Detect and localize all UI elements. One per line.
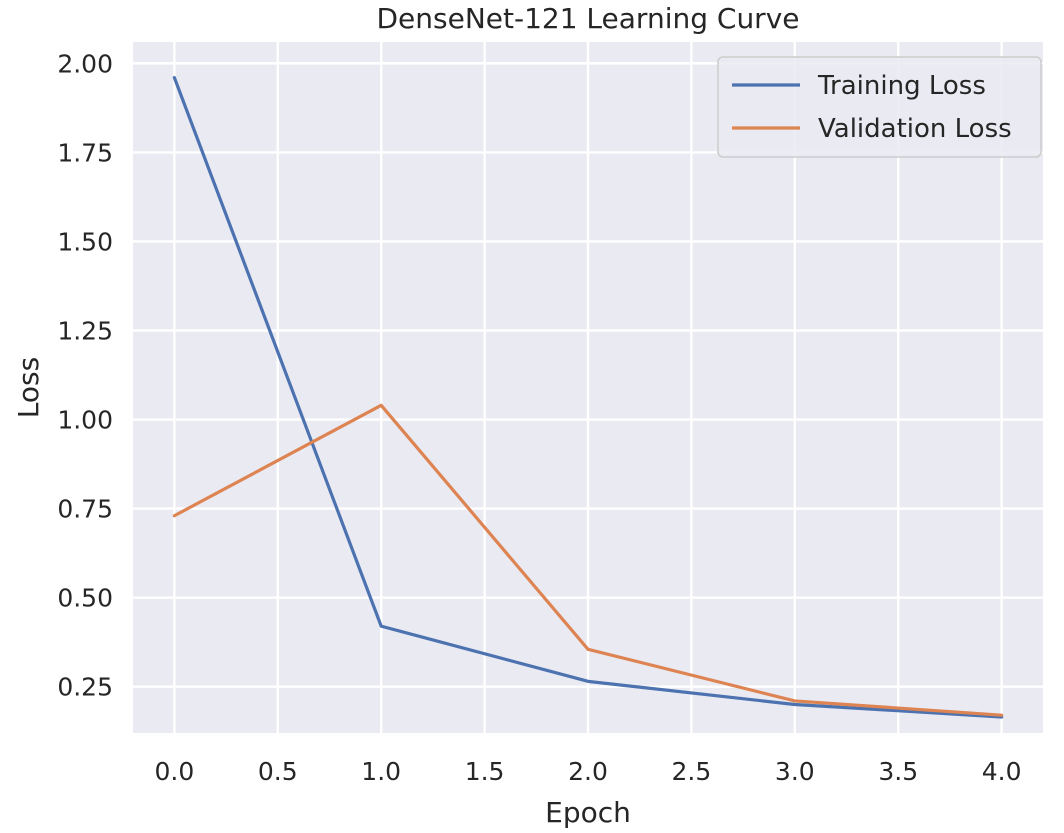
chart-title: DenseNet-121 Learning Curve xyxy=(376,2,799,35)
y-tick-label: 2.00 xyxy=(57,49,113,78)
x-tick-label: 0.0 xyxy=(154,757,194,786)
y-tick-label: 1.50 xyxy=(57,227,113,256)
legend-box xyxy=(717,56,1042,158)
x-tick-label: 0.5 xyxy=(258,757,298,786)
y-tick-label: 1.25 xyxy=(57,317,113,346)
y-tick-label: 0.75 xyxy=(57,495,113,524)
series-lines xyxy=(172,76,1004,719)
y-grid-lines xyxy=(133,62,1043,688)
legend-label-validation-loss: Validation Loss xyxy=(818,114,1012,144)
x-tick-label: 3.0 xyxy=(775,757,815,786)
x-tick-label: 1.5 xyxy=(465,757,505,786)
x-tick-label: 3.5 xyxy=(878,757,918,786)
x-tick-label: 4.0 xyxy=(982,757,1022,786)
y-tick-label: 1.75 xyxy=(57,138,113,167)
x-tick-label: 2.0 xyxy=(568,757,608,786)
y-tick-labels: 0.25 0.50 0.75 1.00 1.25 1.50 1.75 2.00 xyxy=(57,49,113,701)
y-tick-label: 1.00 xyxy=(57,406,113,435)
x-axis-label: Epoch xyxy=(545,796,631,829)
series-line-validation-loss xyxy=(172,403,1004,717)
y-tick-label: 0.25 xyxy=(57,673,113,702)
legend-label-training-loss: Training Loss xyxy=(817,71,986,101)
x-tick-label: 1.0 xyxy=(361,757,401,786)
y-axis-label: Loss xyxy=(12,357,45,418)
x-tick-label: 2.5 xyxy=(672,757,712,786)
y-tick-label: 0.50 xyxy=(57,584,113,613)
x-tick-labels: 0.0 0.5 1.0 1.5 2.0 2.5 3.0 3.5 4.0 xyxy=(154,757,1021,786)
legend: Training Loss Validation Loss xyxy=(717,56,1042,158)
